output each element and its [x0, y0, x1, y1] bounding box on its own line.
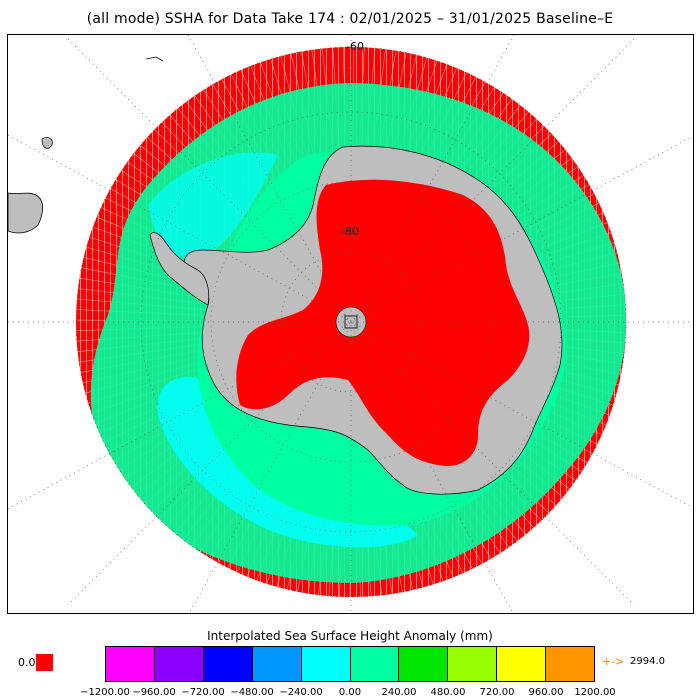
antarctic-ssha-map [8, 35, 693, 613]
colorbar-segment [497, 647, 547, 681]
polar-map: -60 -80 [7, 34, 694, 614]
colorbar-tick-label: 720.00 [479, 687, 515, 698]
colorbar-segment [154, 647, 204, 681]
colorbar-tick-label: 240.00 [381, 687, 417, 698]
interior-anomaly [236, 179, 530, 466]
colorbar-segment [350, 647, 400, 681]
colorbar-tick-label: 960.00 [528, 687, 564, 698]
colorbar-segment [448, 647, 498, 681]
colorbar-segment [301, 647, 351, 681]
map-title: (all mode) SSHA for Data Take 174 : 02/0… [86, 11, 614, 27]
colorbar-tick-label: −240.00 [279, 687, 323, 698]
colorbar-tick-label: 1200.00 [574, 687, 616, 698]
zero-value-swatch [36, 654, 53, 671]
ocean-cyan-west [148, 152, 278, 259]
lat-label-60: -60 [346, 40, 364, 53]
island-north [145, 56, 164, 62]
lat-label-80: -80 [341, 225, 359, 238]
colorbar-segment [546, 647, 595, 681]
colorbar-title: Interpolated Sea Surface Height Anomaly … [207, 629, 493, 643]
colorbar-tick-label: −960.00 [132, 687, 176, 698]
colorbar-tick-label: −480.00 [230, 687, 274, 698]
colorbar-tick-label: 480.00 [430, 687, 466, 698]
colorbar-segment [203, 647, 253, 681]
colorbar-tick-label: −720.00 [181, 687, 225, 698]
falkland-islands [41, 137, 53, 149]
colorbar-segment [252, 647, 302, 681]
colorbar-segment [106, 647, 155, 681]
colorbar-segment [399, 647, 449, 681]
overflow-value: 2994.0 [630, 656, 665, 667]
antarctic-peninsula [149, 232, 210, 306]
south-america-land [8, 192, 44, 234]
colorbar-tick-label: 0.00 [338, 687, 362, 698]
colorbar-tick-label: −1200.00 [80, 687, 130, 698]
graticule [8, 35, 693, 613]
zero-value-label: 0.0 [18, 656, 36, 669]
colorbar [105, 646, 595, 682]
overflow-arrow-icon: +-> [602, 655, 625, 668]
